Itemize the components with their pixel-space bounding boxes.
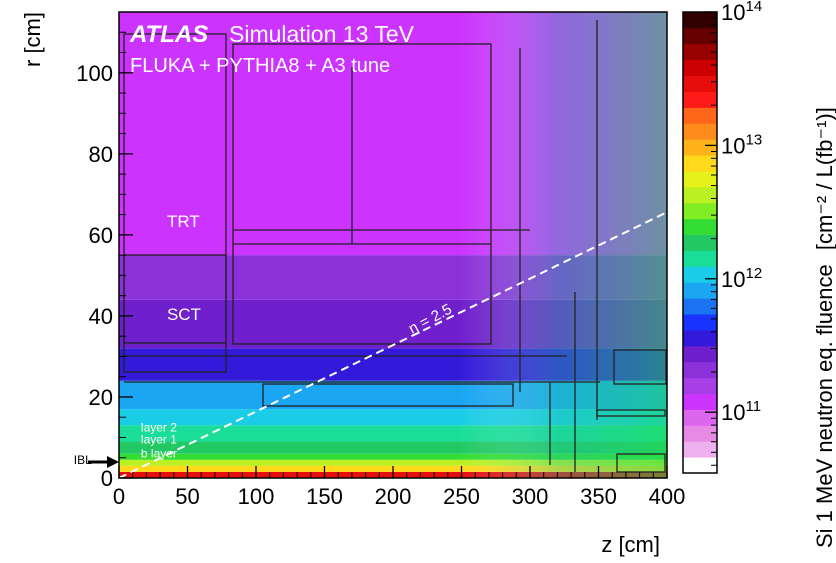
x-tick-label: 100 [238,484,275,509]
colorbar-swatch [683,139,717,156]
colorbar-swatch [683,75,717,92]
colorbar-swatch [683,409,717,426]
region-label-ibl: IBL [74,453,92,467]
colorbar-swatch [683,345,717,363]
colorbar-swatch [683,393,717,410]
colorbar-title: Si 1 MeV neutron eq. fluence [cm⁻² / L(f… [812,107,836,548]
y-tick-label: 80 [89,142,113,167]
colorbar-swatch [683,457,717,474]
colorbar-swatch [683,425,717,442]
chart-subtitle: FLUKA + PYTHIA8 + A3 tune [130,55,390,77]
x-axis: 0 50 100 150 200 250 300 350 400 [113,466,685,509]
colorbar-tick-label: 1011 [721,398,761,425]
x-tick-label: 300 [512,484,549,509]
forward-region-tint [119,12,667,478]
colorbar-swatch [683,186,717,204]
x-tick-label: 400 [649,484,686,509]
colorbar-swatch [683,107,717,124]
colorbar-swatch [683,234,717,251]
colorbar-tick-label: 1012 [721,265,762,292]
colorbar-swatch [683,170,717,188]
x-tick-label: 250 [443,484,480,509]
x-tick-label: 350 [580,484,617,509]
colorbar-swatch [683,441,717,458]
region-label-b-layer: b layer [141,447,177,461]
y-tick-label: 100 [76,61,113,86]
region-label-trt: TRT [167,212,200,231]
colorbar-swatch [683,12,717,29]
y-tick-label: 20 [89,385,113,410]
region-label-layer-2: layer 2 [141,420,177,434]
colorbar-swatch [683,266,717,283]
colorbar-swatch [683,250,717,267]
colorbar-swatch [683,123,717,140]
ibl-arrow [88,456,119,468]
colorbar-swatch [683,155,717,172]
colorbar-ticks: 1014 1013 1012 1011 [705,0,762,466]
chart-title: Simulation 13 TeV [229,21,415,47]
colorbar-swatch [683,218,717,236]
colorbar-swatch [683,91,717,108]
x-tick-label: 0 [113,484,125,509]
colorbar-swatch [683,377,717,395]
atlas-label: ATLAS [129,21,208,48]
detector-outlines [123,20,667,473]
colorbar-swatch [683,59,717,77]
colorbar-swatch [683,43,717,61]
eta-line [119,211,667,478]
x-tick-label: 150 [306,484,343,509]
colorbar-swatch [683,27,717,45]
colorbar [683,12,717,474]
colorbar-tick-label: 1013 [721,131,762,158]
colorbar-swatch [683,202,717,220]
x-axis-title: z [cm] [601,532,660,557]
x-tick-label: 50 [175,484,199,509]
x-tick-label: 200 [375,484,412,509]
y-tick-label: 0 [101,466,113,491]
y-axis-title: r [cm] [20,12,45,67]
region-label-layer-1: layer 1 [141,433,177,447]
colorbar-swatch [683,298,717,315]
colorbar-label: Si 1 MeV neutron eq. fluence [812,264,836,548]
colorbar-units: [cm⁻² / L(fb⁻¹)] [812,107,836,250]
y-tick-label: 60 [89,223,113,248]
colorbar-swatch [683,361,717,379]
colorbar-swatch [683,329,717,347]
colorbar-tick-label: 1014 [721,0,762,25]
y-axis: 0 20 40 60 80 100 [76,11,133,491]
region-label-sct: SCT [167,305,201,324]
y-tick-label: 40 [89,304,113,329]
colorbar-swatch [683,282,717,299]
colorbar-swatch [683,314,717,331]
colorbar-frame [682,11,718,474]
